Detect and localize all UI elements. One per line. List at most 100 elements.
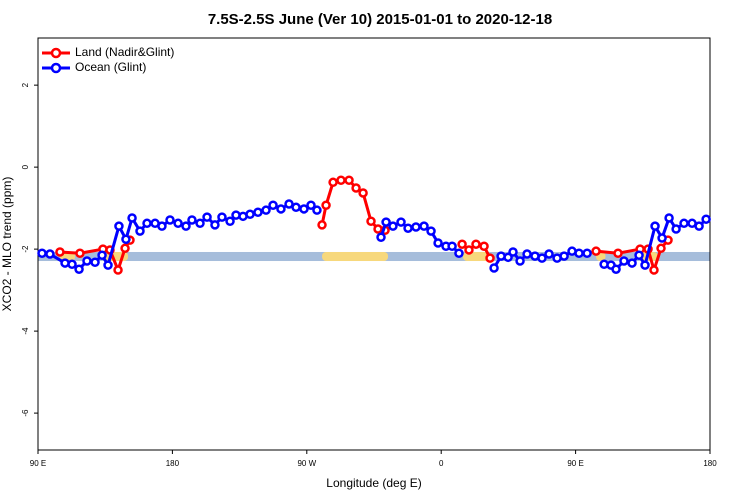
data-point xyxy=(366,216,376,226)
legend-marker xyxy=(50,62,62,74)
y-tick-label: 0 xyxy=(21,164,30,169)
data-point xyxy=(464,245,474,255)
data-point xyxy=(559,251,569,261)
data-point xyxy=(396,217,406,227)
data-point xyxy=(649,265,659,275)
data-point xyxy=(537,253,547,263)
data-point xyxy=(245,209,255,220)
data-point xyxy=(113,265,123,275)
data-point xyxy=(403,223,413,233)
data-point xyxy=(82,256,92,266)
y-tick-label: 2 xyxy=(21,82,30,87)
data-point xyxy=(120,243,130,254)
data-point xyxy=(679,218,689,229)
data-point xyxy=(90,257,100,267)
data-point xyxy=(574,248,584,258)
data-point xyxy=(202,212,212,222)
series-line xyxy=(320,178,386,232)
data-point xyxy=(657,233,667,243)
legend-marker xyxy=(50,47,62,59)
data-point xyxy=(321,200,331,211)
data-point xyxy=(67,259,77,270)
y-tick-label: -4 xyxy=(21,327,30,335)
data-point xyxy=(268,200,278,211)
data-point xyxy=(217,212,227,222)
data-point xyxy=(142,218,152,229)
data-point xyxy=(317,220,327,230)
data-point xyxy=(489,263,499,273)
data-point xyxy=(351,183,361,193)
data-point xyxy=(381,217,391,227)
x-tick-label: 180 xyxy=(703,459,717,468)
data-point xyxy=(426,226,436,236)
land-band xyxy=(322,251,389,262)
data-point xyxy=(591,246,601,256)
data-point xyxy=(457,239,467,249)
data-point xyxy=(253,207,263,217)
legend-item: Land (Nadir&Glint) xyxy=(42,45,174,59)
x-tick-label: 180 xyxy=(166,459,180,468)
data-point xyxy=(74,264,84,274)
data-point xyxy=(195,218,205,229)
data-point xyxy=(376,232,386,242)
data-point xyxy=(650,221,660,231)
data-point xyxy=(485,253,495,263)
x-tick-label: 90 W xyxy=(297,459,316,468)
y-tick-label: -2 xyxy=(21,245,30,253)
data-point xyxy=(187,215,197,225)
data-point xyxy=(336,175,346,186)
data-point xyxy=(388,221,398,231)
data-point xyxy=(328,177,338,188)
x-axis-label: Longitude (deg E) xyxy=(326,476,421,490)
data-point xyxy=(701,214,711,224)
data-point xyxy=(165,215,175,225)
data-point xyxy=(299,204,309,214)
data-point xyxy=(210,220,220,230)
data-point xyxy=(75,248,85,258)
legend-label: Land (Nadir&Glint) xyxy=(75,45,174,59)
data-point xyxy=(544,249,554,259)
data-point xyxy=(640,260,650,270)
data-point xyxy=(503,252,513,263)
data-point xyxy=(433,238,443,248)
data-point xyxy=(454,248,464,258)
x-tick-label: 0 xyxy=(439,459,444,468)
data-point xyxy=(634,250,644,261)
data-point xyxy=(114,221,124,231)
data-point xyxy=(276,204,286,214)
data-point xyxy=(611,264,621,274)
x-tick-label: 90 E xyxy=(30,459,46,468)
data-point xyxy=(291,202,301,213)
data-point xyxy=(344,175,354,186)
data-point xyxy=(55,247,65,257)
data-point xyxy=(37,248,47,258)
data-point xyxy=(306,200,316,211)
data-point xyxy=(515,256,525,266)
data-point xyxy=(358,188,368,198)
legend-item: Ocean (Glint) xyxy=(42,60,146,74)
data-point xyxy=(671,224,681,234)
data-point xyxy=(312,205,322,215)
y-tick-label: -6 xyxy=(21,409,30,417)
plot-frame xyxy=(37,37,711,451)
data-point xyxy=(619,256,629,266)
data-point xyxy=(261,205,271,215)
data-point xyxy=(225,216,235,226)
data-point xyxy=(181,221,191,231)
data-point xyxy=(664,213,674,223)
data-point xyxy=(173,218,183,229)
data-point xyxy=(522,249,532,259)
data-point xyxy=(103,260,113,270)
data-point xyxy=(447,241,457,252)
chart-title: 7.5S-2.5S June (Ver 10) 2015-01-01 to 20… xyxy=(208,11,552,28)
x-tick-label: 90 E xyxy=(567,459,583,468)
data-point xyxy=(127,213,137,223)
data-point xyxy=(627,258,637,268)
data-point xyxy=(508,247,518,257)
data-point xyxy=(582,248,592,258)
data-point xyxy=(97,250,107,261)
data-point xyxy=(121,234,131,245)
data-point xyxy=(613,248,623,258)
data-point xyxy=(479,241,489,252)
